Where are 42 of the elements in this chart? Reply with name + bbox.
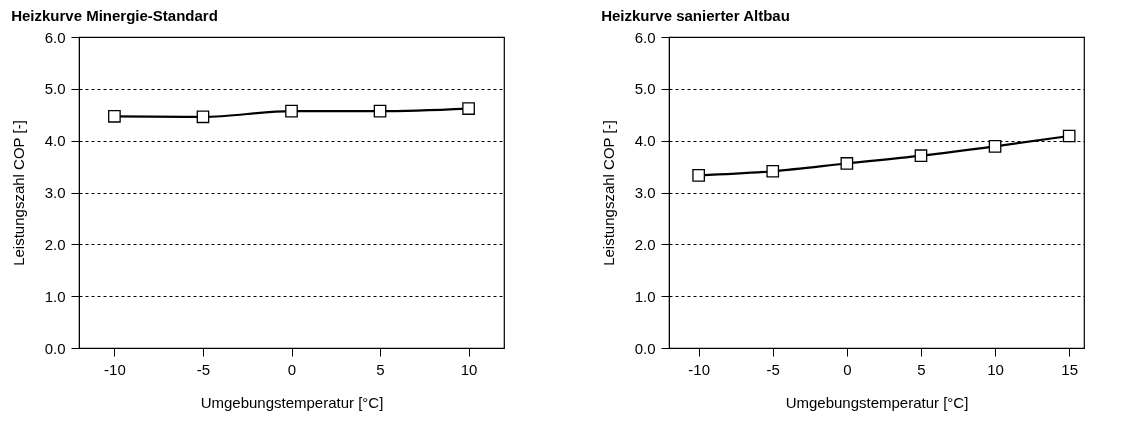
- y-tick-label: 2.0: [634, 235, 656, 253]
- y-tick-label: 2.0: [44, 235, 66, 253]
- y-tick-label: 3.0: [44, 184, 66, 201]
- y-tick-label: 1.0: [44, 287, 66, 305]
- x-tick-label: -10: [688, 360, 710, 378]
- chart-title: Heizkurve sanierter Altbau: [601, 7, 790, 24]
- point: [988, 140, 1002, 153]
- x-tick-label: 0: [287, 360, 297, 378]
- y-tick-label: 0.0: [44, 339, 66, 357]
- y-tick-label: 6.0: [634, 28, 656, 46]
- y-tick-label: 4.0: [634, 132, 656, 150]
- y-tick-label: 4.0: [44, 132, 66, 150]
- y-tick-label: 6.0: [44, 28, 66, 46]
- x-tick-label: 10: [987, 360, 1004, 378]
- point: [108, 109, 121, 123]
- x-tick-label: -5: [766, 360, 780, 378]
- point: [914, 149, 928, 163]
- point: [285, 104, 298, 118]
- x-axis-title: Umgebungstemperatur [°C]: [200, 393, 384, 411]
- y-axis-title: Leistungszahl COP [-]: [599, 120, 617, 266]
- x-tick-label: 15: [1061, 360, 1079, 378]
- x-tick-label: -5: [196, 360, 211, 378]
- chart-title: Heizkurve Minergie-Standard: [11, 7, 218, 24]
- x-axis-title: Umgebungstemperatur [°C]: [785, 393, 969, 411]
- y-axis-title: Leistungszahl COP [-]: [9, 120, 27, 266]
- x-tick-label: 5: [917, 360, 926, 378]
- x-tick-label: 10: [460, 360, 478, 378]
- x-tick-label: -10: [104, 360, 126, 378]
- y-tick-label: 1.0: [634, 287, 656, 305]
- x-tick-label: 5: [376, 360, 385, 378]
- y-tick-label: 5.0: [634, 80, 656, 98]
- point: [373, 104, 387, 118]
- point: [196, 110, 210, 124]
- point: [462, 102, 475, 115]
- y-tick-label: 5.0: [44, 80, 66, 98]
- point: [692, 169, 705, 182]
- y-tick-label: 3.0: [634, 184, 656, 201]
- point: [840, 157, 854, 170]
- x-tick-label: 0: [843, 360, 852, 378]
- point: [1062, 129, 1076, 143]
- point: [766, 164, 780, 178]
- y-tick-label: 0.0: [634, 339, 656, 357]
